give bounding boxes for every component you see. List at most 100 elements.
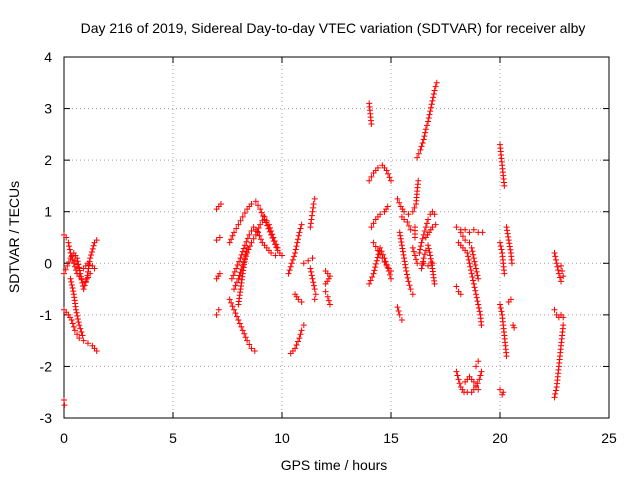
data-point — [419, 139, 426, 146]
data-point — [425, 245, 432, 252]
data-point — [73, 309, 80, 316]
data-point — [325, 275, 332, 282]
data-point — [398, 242, 405, 249]
data-point — [236, 320, 243, 327]
y-tick-label: -3 — [40, 410, 53, 426]
data-point — [425, 118, 432, 125]
data-point — [90, 242, 97, 249]
x-axis-label: GPS time / hours — [281, 457, 388, 473]
data-point — [308, 272, 315, 279]
data-point — [371, 267, 378, 274]
data-point — [82, 279, 89, 286]
data-point — [268, 228, 275, 235]
data-point — [272, 252, 279, 259]
data-point — [88, 248, 95, 255]
data-point — [420, 260, 427, 267]
data-point — [553, 260, 560, 267]
data-point — [91, 265, 98, 272]
data-point — [431, 280, 438, 287]
data-point — [65, 258, 72, 265]
data-point — [475, 358, 482, 365]
data-point — [298, 221, 305, 228]
data-point — [473, 294, 480, 301]
data-point — [453, 368, 460, 375]
data-point — [61, 396, 67, 403]
data-point — [311, 286, 318, 293]
data-point — [395, 307, 402, 314]
data-point — [421, 133, 428, 140]
data-point — [551, 306, 558, 313]
data-point — [252, 231, 259, 238]
data-point — [305, 257, 312, 264]
data-point — [68, 281, 75, 288]
data-point — [311, 296, 318, 303]
data-point — [228, 299, 235, 306]
data-point — [426, 111, 433, 118]
data-point — [267, 224, 274, 231]
data-point — [307, 224, 314, 231]
data-point — [401, 255, 408, 262]
data-point — [290, 253, 297, 260]
data-point — [404, 274, 411, 281]
data-point — [464, 249, 471, 256]
data-point — [228, 275, 235, 282]
data-point — [497, 386, 503, 393]
data-point — [402, 264, 409, 271]
data-point — [475, 275, 482, 282]
x-tick-label: 20 — [492, 430, 508, 446]
data-point — [325, 297, 332, 304]
data-point — [236, 272, 243, 279]
data-point — [293, 341, 300, 348]
data-point — [374, 247, 381, 254]
data-point — [503, 353, 510, 360]
data-point — [478, 368, 485, 375]
axis-tick-labels: 0 5 10 15 20 25 -3 -2 -1 0 1 2 3 4 — [40, 49, 617, 446]
data-point — [268, 249, 275, 256]
y-tick-label: 1 — [44, 204, 52, 220]
data-point — [462, 226, 469, 233]
data-point — [69, 285, 76, 292]
data-point — [232, 282, 239, 289]
data-point — [420, 255, 427, 262]
data-point — [501, 182, 508, 189]
data-point — [476, 376, 483, 383]
data-point — [234, 262, 241, 269]
data-point — [78, 329, 85, 336]
data-point — [551, 249, 558, 256]
data-point — [471, 284, 478, 291]
data-point — [413, 256, 420, 263]
data-point — [270, 234, 277, 241]
data-point — [497, 301, 503, 308]
data-point — [560, 273, 567, 280]
data-point — [388, 275, 394, 282]
data-point — [474, 272, 481, 279]
data-point — [468, 270, 475, 277]
data-point — [560, 314, 567, 321]
grid-lines — [64, 57, 609, 418]
data-point — [431, 87, 438, 94]
data-point — [254, 228, 261, 235]
data-point — [226, 296, 233, 303]
data-point — [74, 312, 81, 319]
data-point — [66, 246, 73, 253]
data-point — [80, 337, 87, 344]
data-point — [88, 252, 95, 259]
data-point — [467, 267, 474, 274]
data-point — [465, 256, 472, 263]
data-point — [68, 317, 75, 324]
data-point — [308, 212, 315, 219]
data-point — [427, 108, 434, 115]
data-point — [501, 270, 508, 277]
data-point — [511, 324, 518, 331]
data-point — [93, 347, 100, 354]
data-point — [370, 239, 377, 246]
data-point — [405, 211, 412, 218]
data-point — [72, 306, 79, 313]
data-point — [504, 230, 511, 237]
data-point — [418, 265, 425, 272]
data-point — [403, 271, 410, 278]
data-point — [555, 270, 562, 277]
data-point — [373, 257, 380, 264]
data-point — [87, 255, 94, 262]
data-point — [385, 170, 392, 177]
